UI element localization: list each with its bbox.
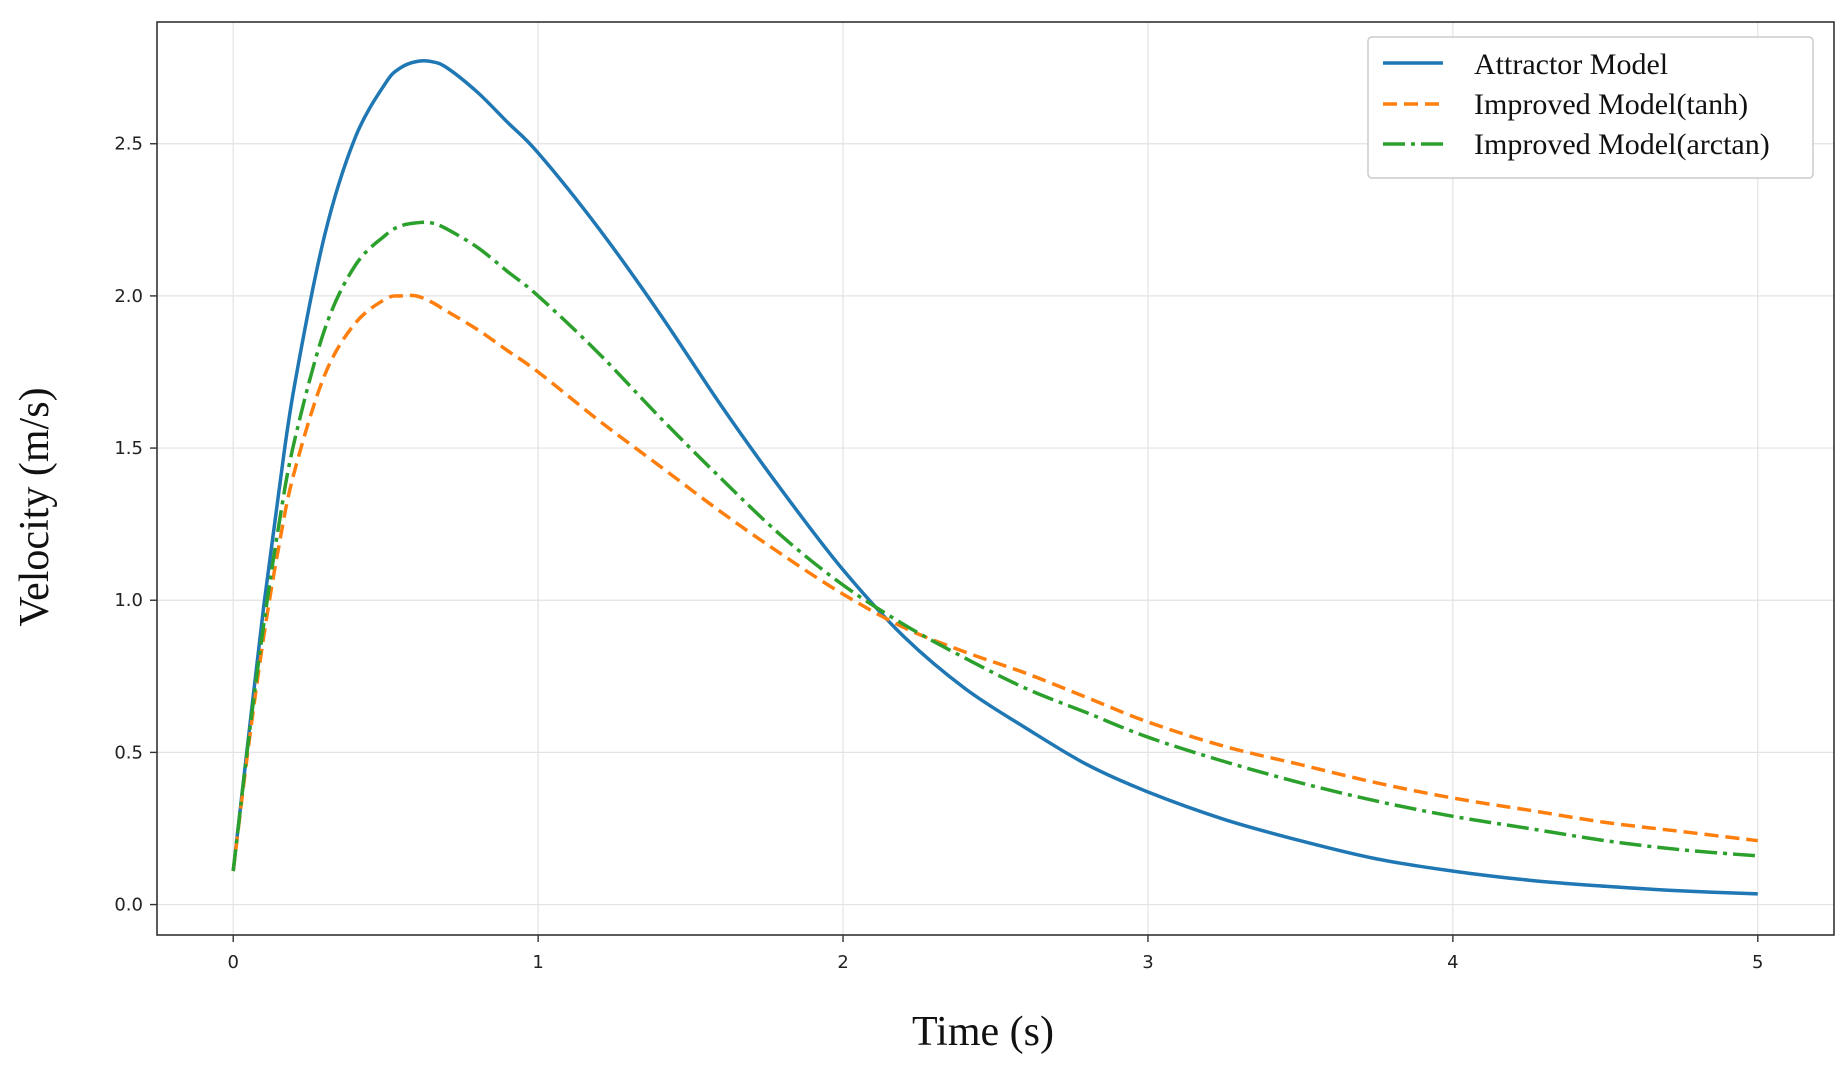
axes-ticks: 0 1 2 3 4 5 0.0 0.5 1.0 1.5 2.0 2.5: [114, 134, 1763, 973]
x-tick-label: 5: [1752, 952, 1763, 973]
y-axis-title: Velocity (m/s): [12, 387, 58, 626]
legend-label-arctan: Improved Model(arctan): [1474, 128, 1770, 161]
y-tick-label: 2.0: [114, 286, 143, 307]
y-tick-label: 2.5: [114, 134, 143, 155]
y-tick-label: 0.5: [114, 742, 143, 763]
x-tick-label: 0: [228, 952, 239, 973]
x-axis-title: Time (s): [912, 1009, 1054, 1055]
legend-frame: [1367, 36, 1814, 179]
y-tick-label: 1.5: [114, 438, 143, 459]
x-tick-label: 3: [1142, 952, 1153, 973]
series-line-tanh: [231, 293, 1759, 872]
series-line-arctan: [231, 220, 1758, 872]
x-tick-label: 1: [532, 952, 543, 973]
y-tick-label: 0.0: [114, 895, 143, 916]
series-line-attractor: [231, 59, 1758, 896]
plot-area: [231, 59, 1759, 896]
plot-frame: [156, 21, 1835, 936]
y-tick-label: 1.0: [114, 590, 143, 611]
x-tick-label: 2: [837, 952, 848, 973]
x-tick-label: 4: [1447, 952, 1458, 973]
legend-label-attractor: Attractor Model: [1474, 48, 1668, 81]
legend: Attractor Model Improved Model(tanh) Imp…: [1367, 36, 1814, 179]
legend-label-tanh: Improved Model(tanh): [1474, 88, 1748, 121]
